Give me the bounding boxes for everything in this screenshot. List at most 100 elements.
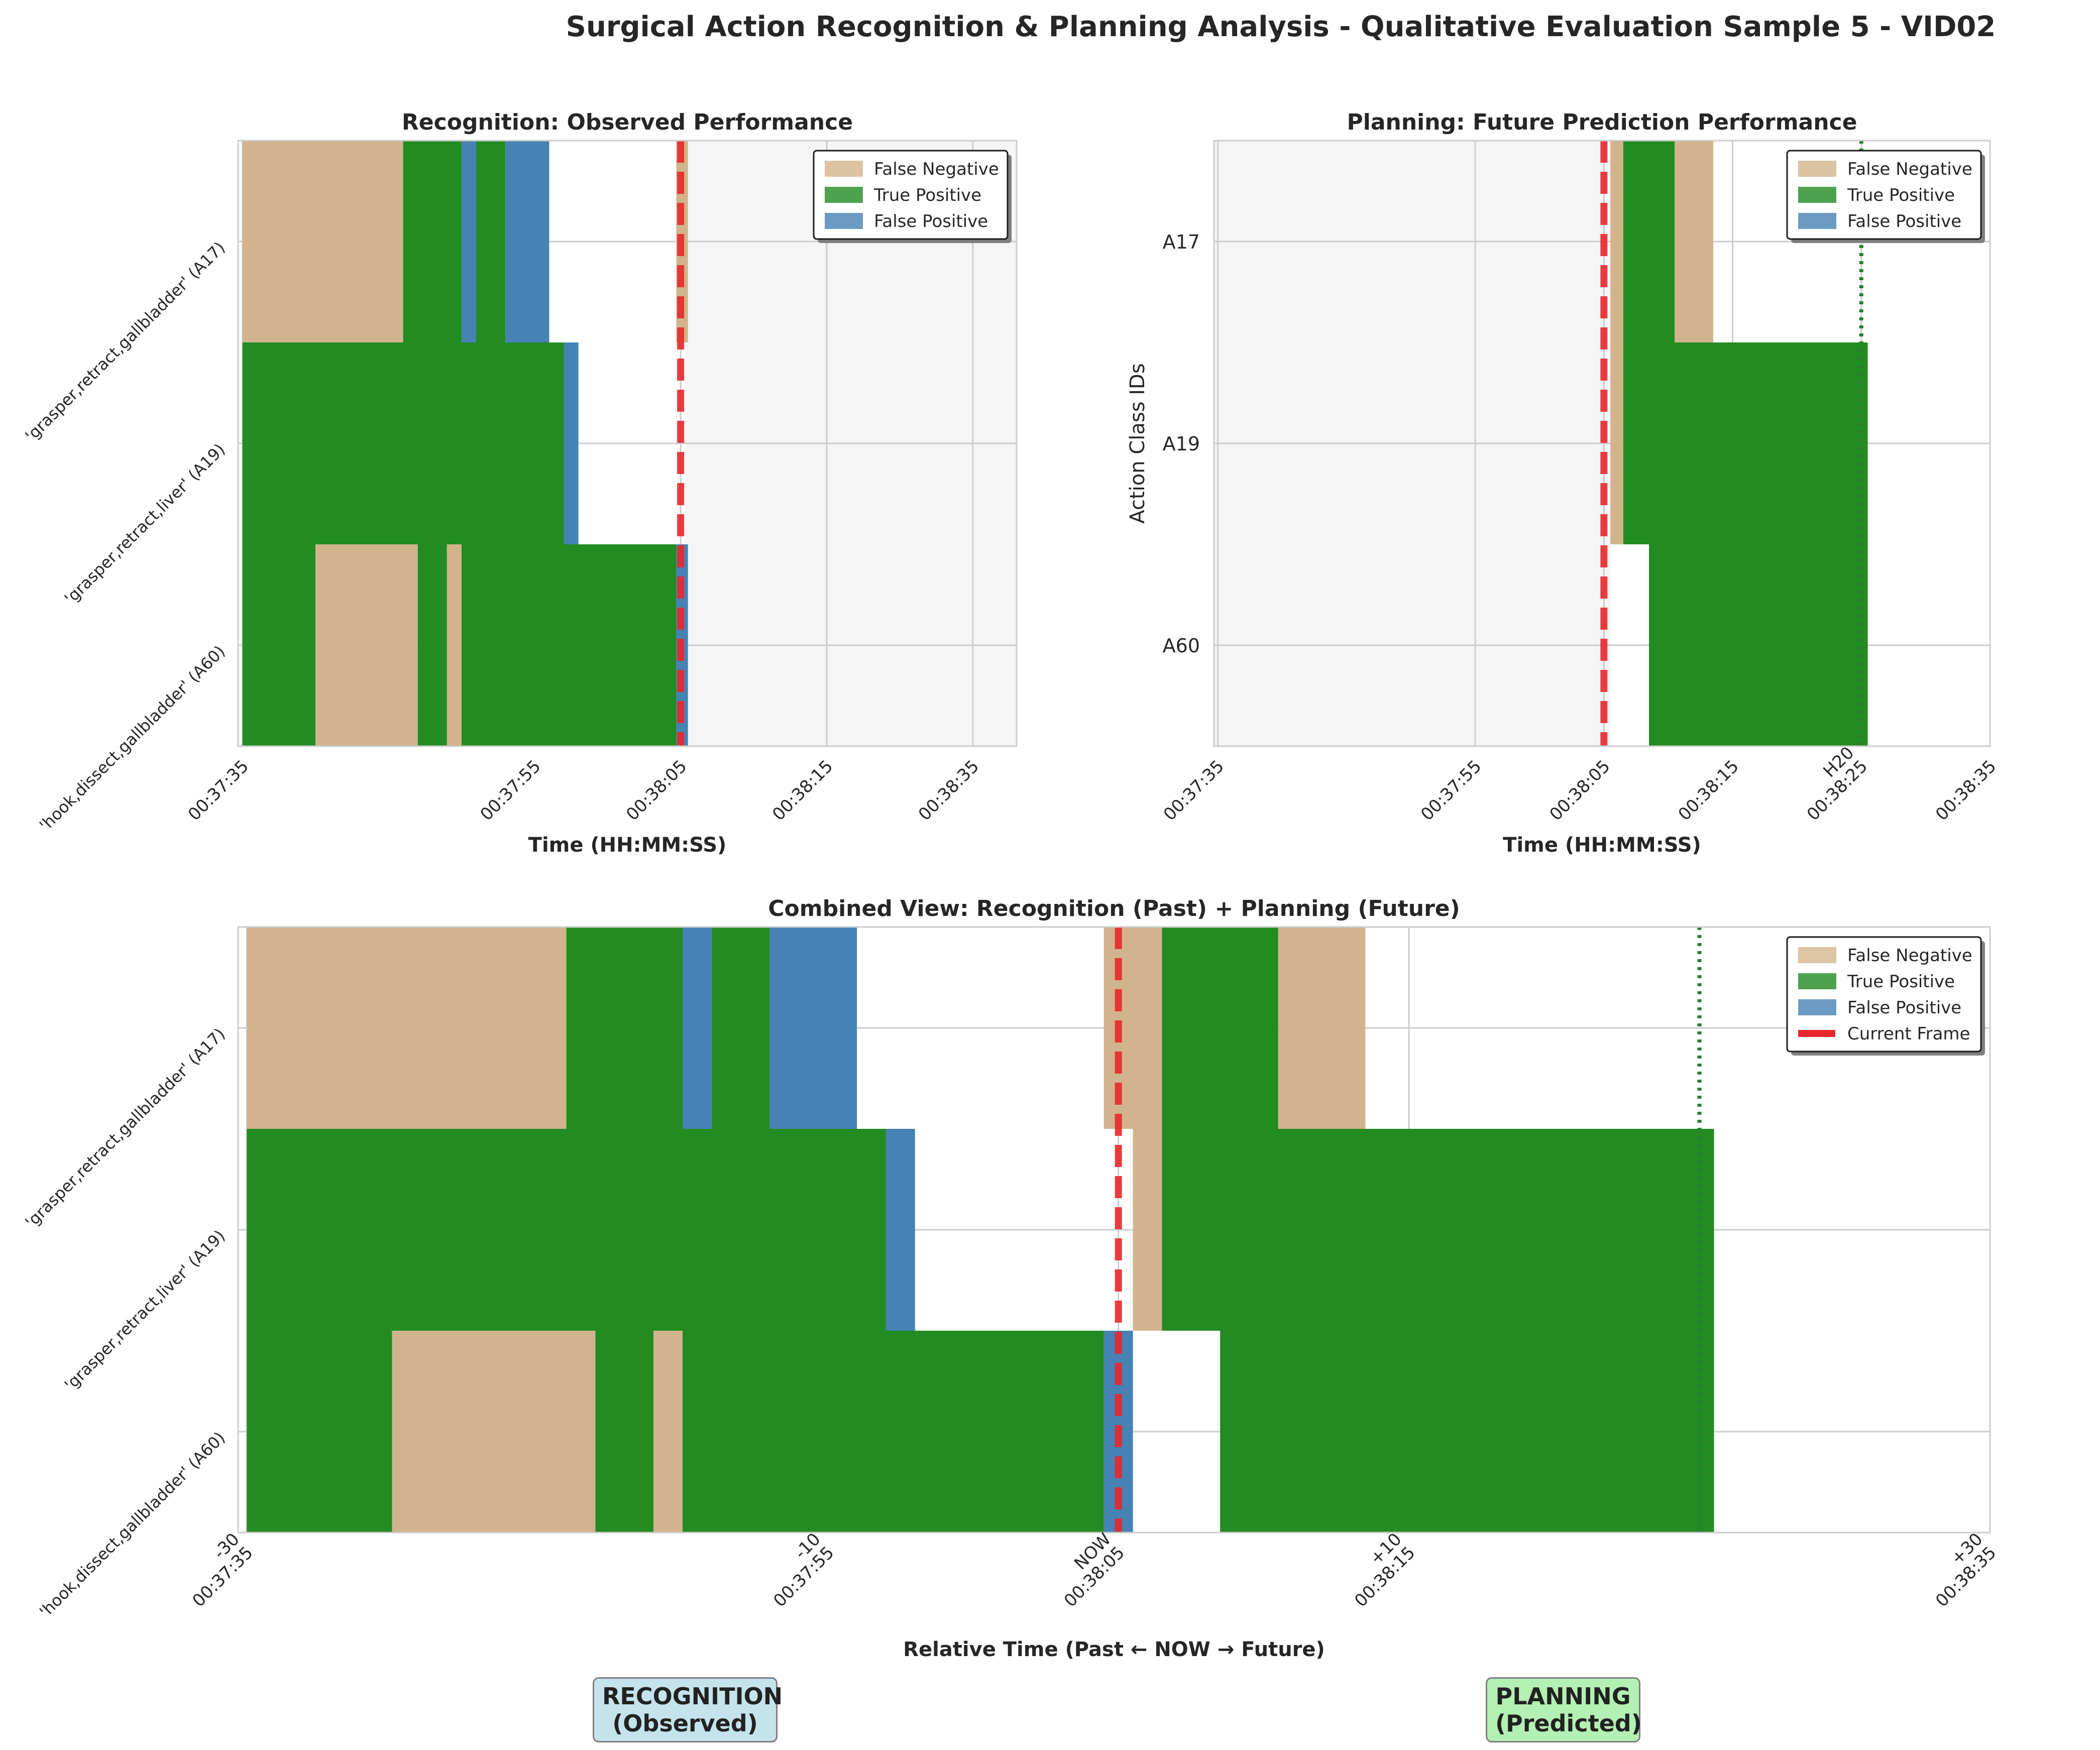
false-negative-segment [1675,141,1714,342]
true-positive-segment [1623,141,1675,342]
legend-label-true-positive: True Positive [1847,185,1955,205]
x-tick-label: 00:38:05 [622,756,691,825]
true-positive-segment [683,1331,1104,1533]
legend-label-false-negative: False Negative [1847,946,1972,966]
true-positive-segment [1162,927,1278,1129]
x-axis-label: Time (HH:MM:SS) [528,834,727,857]
legend-label-false-positive: False Positive [1847,998,1961,1018]
x-tick-label-line: 00:37:55 [476,756,544,825]
y-axis-label: Action Class IDs [1126,363,1149,523]
false-positive-segment [683,927,712,1129]
y-tick-label: A17 [1163,231,1200,253]
x-axis-label: Relative Time (Past ← NOW → Future) [903,1638,1325,1661]
combined-chart: Combined View: Recognition (Past) + Plan… [22,896,2001,1661]
legend-swatch-true-positive [1798,973,1836,989]
y-tick-label: 'grasper,retract,gallbladder' (A17) [22,238,229,445]
plot-frame [237,926,1991,1534]
x-tick-label: H2000:38:25 [1790,743,1871,825]
true-positive-segment [417,544,447,746]
x-tick-label-line: 00:37:35 [1160,756,1228,825]
legend-label-true-positive: True Positive [873,185,981,205]
x-tick-label-line: 00:38:05 [622,756,691,825]
x-tick-label: 00:38:15 [1675,756,1743,825]
false-negative-segment [1610,342,1623,544]
planning-badge: PLANNING (Predicted) [1486,1677,1642,1742]
x-tick-label: NOW00:38:05 [1047,1529,1129,1611]
legend-swatch-false-positive [1798,213,1836,229]
legend-swatch-true-positive [1798,187,1836,203]
x-tick-label: +3000:38:35 [1918,1529,2000,1611]
false-negative-segment [447,544,462,746]
legend-label-false-negative: False Negative [1847,159,1972,179]
x-axis-label: Time (HH:MM:SS) [1503,834,1701,857]
false-positive-segment [564,342,579,544]
true-positive-segment [711,927,770,1129]
x-tick-label-line: 00:38:15 [768,756,837,825]
true-positive-segment [247,1331,392,1533]
x-tick-label: 00:37:55 [1417,756,1485,825]
true-positive-segment [461,544,677,746]
false-positive-segment [886,1129,915,1331]
x-tick-label: 00:37:55 [476,756,544,825]
legend-swatch-false-negative [1798,161,1836,177]
legend-swatch-false-negative [1798,947,1836,963]
true-positive-segment [1220,1331,1714,1533]
legend-label-false-positive: False Positive [1847,211,1961,231]
planning-badge-subtitle: (Predicted) [1495,1710,1642,1737]
true-positive-segment [242,342,564,544]
x-tick-label-line: 00:37:35 [184,756,253,825]
x-tick-label-line: 00:38:35 [915,756,983,825]
x-tick-label: -1000:37:55 [756,1529,838,1611]
recognition-title: Recognition: Observed Performance [402,109,853,135]
y-tick-label: A19 [1163,433,1200,455]
legend-swatch-false-negative [825,161,863,177]
false-negative-segment [1278,927,1366,1129]
x-tick-label: -3000:37:35 [175,1529,257,1611]
plot-frame [1213,140,1991,747]
x-tick-label: 00:38:05 [1545,756,1614,825]
legend-label-false-positive: False Positive [874,211,988,231]
false-negative-segment [315,544,418,746]
legend-swatch-false-positive [825,213,863,229]
true-positive-segment [566,927,683,1129]
plot-frame [237,140,1018,747]
legend-box [1786,936,1982,1053]
legend-label-false-negative: False Negative [874,159,999,179]
legend-swatch-true-positive [825,187,863,203]
y-tick-label: A60 [1163,635,1200,657]
true-positive-segment [1162,1129,1714,1331]
false-negative-segment [242,141,403,342]
legend-label-true-positive: True Positive [1847,972,1955,992]
x-tick-label: +1000:38:15 [1337,1529,1419,1611]
combined-title: Combined View: Recognition (Past) + Plan… [768,896,1460,921]
false-positive-segment [505,141,549,342]
recognition-badge: RECOGNITION (Observed) [593,1677,783,1742]
true-positive-segment [595,1331,654,1533]
false-negative-segment [653,1331,683,1533]
false-positive-segment [461,141,477,342]
true-positive-segment [1649,544,1868,746]
x-tick-label-line: 00:37:55 [1417,756,1485,825]
x-tick-label-line: 00:38:05 [1545,756,1614,825]
planning-title: Planning: Future Prediction Performance [1347,109,1857,135]
false-negative-segment [247,927,567,1129]
legend-label-current-frame: Current Frame [1847,1024,1970,1044]
x-tick-label: 00:37:35 [184,756,253,825]
true-positive-segment [242,544,316,746]
y-tick-label: 'grasper,retract,gallbladder' (A17) [22,1024,229,1232]
recognition-badge-title: RECOGNITION [602,1683,783,1710]
y-tick-label: 'grasper,retract,liver' (A19) [61,1226,229,1394]
y-tick-label: 'grasper,retract,liver' (A19) [61,440,229,608]
false-negative-segment [1610,141,1623,342]
false-negative-segment [1133,1129,1162,1331]
recognition-badge-subtitle: (Observed) [612,1710,758,1737]
true-positive-segment [476,141,506,342]
x-tick-label: 00:37:35 [1160,756,1228,825]
x-tick-label: 00:38:35 [1932,756,2000,825]
false-negative-segment [392,1331,596,1533]
false-positive-segment [769,927,857,1129]
planning-chart: Planning: Future Prediction Performance 0… [1126,109,2000,857]
true-positive-segment [403,141,462,342]
figure-title: Surgical Action Recognition & Planning A… [566,11,1996,43]
